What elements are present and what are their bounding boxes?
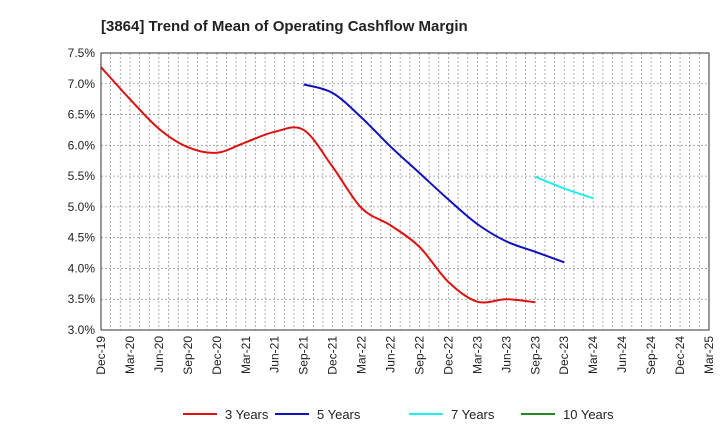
x-tick-label: Dec-22 <box>441 336 455 375</box>
legend: 3 Years 5 Years 7 Years 10 Years <box>183 407 614 422</box>
x-tick-label: Jun-20 <box>152 336 166 373</box>
y-tick-label: 6.0% <box>68 138 96 152</box>
y-tick-label: 4.5% <box>68 231 96 245</box>
y-tick-label: 3.5% <box>68 292 96 306</box>
x-axis-ticks: Dec-19 Mar-20 Jun-20 Sep-20 Dec-20 Mar-21 Jun-… <box>94 336 716 375</box>
y-axis-ticks: 3.0% 3.5% 4.0% 4.5% 5.0% 5.5% 6.0% 6.5% 7.0% 7.5% <box>68 46 96 337</box>
x-tick-label: Jun-22 <box>384 336 398 373</box>
x-tick-label: Dec-24 <box>673 336 687 375</box>
legend-label: 5 Years <box>317 407 361 422</box>
x-tick-label: Jun-24 <box>615 336 629 373</box>
series-line-2 <box>303 83 565 264</box>
grid <box>100 52 710 331</box>
x-tick-label: Mar-25 <box>702 336 716 374</box>
x-tick-label: Sep-20 <box>181 336 195 375</box>
y-tick-label: 4.0% <box>68 261 96 275</box>
y-tick-label: 5.5% <box>68 169 96 183</box>
x-tick-label: Dec-23 <box>557 336 571 375</box>
series-line-3 <box>534 175 594 200</box>
x-tick-label: Mar-22 <box>355 336 369 374</box>
x-tick-label: Jun-23 <box>499 336 513 373</box>
x-tick-label: Dec-19 <box>94 336 108 375</box>
y-tick-label: 5.0% <box>68 200 96 214</box>
legend-label: 3 Years <box>225 407 269 422</box>
x-tick-label: Mar-24 <box>586 336 600 374</box>
x-tick-label: Sep-24 <box>644 336 658 375</box>
x-tick-label: Sep-23 <box>528 336 542 375</box>
legend-label: 10 Years <box>563 407 614 422</box>
y-tick-label: 6.5% <box>68 108 96 122</box>
legend-label: 7 Years <box>451 407 495 422</box>
y-tick-label: 3.0% <box>68 323 96 337</box>
series-lines <box>100 66 594 304</box>
x-tick-label: Jun-21 <box>268 336 282 373</box>
x-tick-label: Dec-20 <box>210 336 224 375</box>
x-tick-label: Mar-21 <box>239 336 253 374</box>
y-tick-label: 7.5% <box>68 46 96 60</box>
x-tick-label: Mar-23 <box>470 336 484 374</box>
y-tick-label: 7.0% <box>68 77 96 91</box>
x-tick-label: Sep-21 <box>297 336 311 375</box>
x-tick-label: Dec-21 <box>326 336 340 375</box>
x-tick-label: Sep-22 <box>412 336 426 375</box>
series-line-1 <box>100 66 536 304</box>
x-tick-label: Mar-20 <box>123 336 137 374</box>
plot-frame <box>100 52 710 331</box>
chart-title: [3864] Trend of Mean of Operating Cashfl… <box>101 18 468 35</box>
